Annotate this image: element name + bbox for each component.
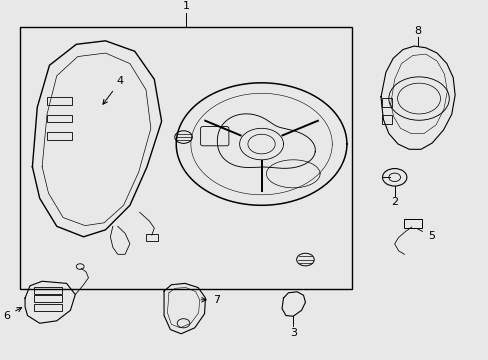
- Text: 2: 2: [390, 197, 397, 207]
- Text: 1: 1: [182, 1, 189, 11]
- Text: 8: 8: [413, 26, 420, 36]
- FancyBboxPatch shape: [20, 27, 351, 289]
- Text: 4: 4: [103, 76, 123, 104]
- Text: 7: 7: [201, 295, 220, 305]
- Text: 3: 3: [289, 328, 296, 338]
- Text: 6: 6: [3, 307, 21, 320]
- Text: 5: 5: [416, 228, 434, 241]
